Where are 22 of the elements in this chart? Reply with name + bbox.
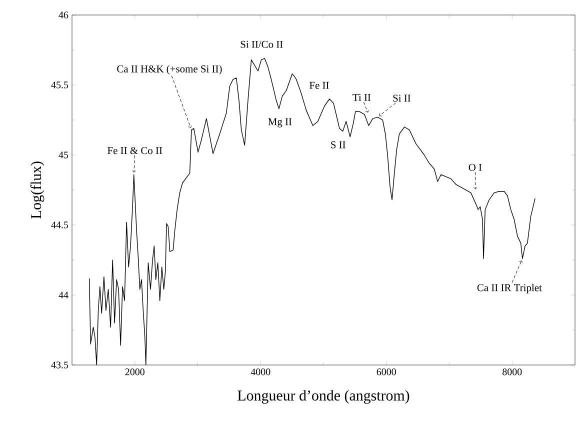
annotation: Mg II	[268, 118, 292, 128]
annotation: O I	[468, 164, 482, 171]
annotation: Ti II	[352, 94, 371, 101]
x-tick-label: 8000	[502, 368, 522, 376]
annotation: Ca II H&K (+some Si II)	[117, 65, 222, 75]
annotation: Fe II & Co II	[108, 147, 162, 154]
annotation: Fe II	[310, 82, 329, 89]
y-tick-label: 44	[58, 292, 68, 298]
x-tick-label: 6000	[376, 368, 396, 376]
annotation: Ca II IR Triplet	[477, 284, 542, 294]
y-tick-label: 45	[58, 152, 68, 158]
x-tick-label: 4000	[250, 368, 270, 376]
y-tick-label: 46	[58, 12, 68, 18]
x-tick-label: 2000	[125, 368, 144, 376]
x-axis-title: Longueur d’onde (angstrom)	[238, 390, 410, 404]
y-tick-label: 43.5	[51, 362, 68, 368]
y-tick-label: 44.5	[51, 222, 68, 228]
y-axis-title: Log(flux)	[30, 162, 44, 219]
annotation: Si II	[393, 94, 410, 102]
annotation: Si II/Co II	[240, 40, 283, 48]
annotation: S II	[331, 141, 346, 148]
y-tick-label: 45.5	[51, 82, 68, 88]
